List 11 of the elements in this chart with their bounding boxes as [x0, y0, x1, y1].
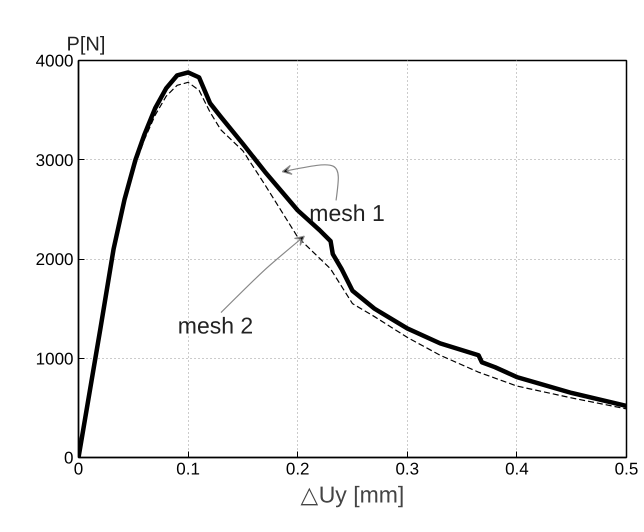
x-tick-label: 0.1 [176, 460, 200, 478]
annotation: mesh 1 [309, 200, 385, 226]
x-tick-label: 0.3 [395, 460, 420, 478]
x-tick-label: 0.4 [505, 460, 529, 478]
x-axis-title: △Uy [mm] [300, 482, 404, 508]
y-tick-label: 3000 [36, 150, 74, 170]
y-tick-label: 1000 [36, 349, 74, 368]
y-tick-label: 2000 [36, 250, 74, 269]
x-tick-label: 0.2 [286, 460, 310, 478]
annotation: mesh 2 [178, 312, 254, 338]
x-tick-label: 0.5 [614, 460, 638, 478]
